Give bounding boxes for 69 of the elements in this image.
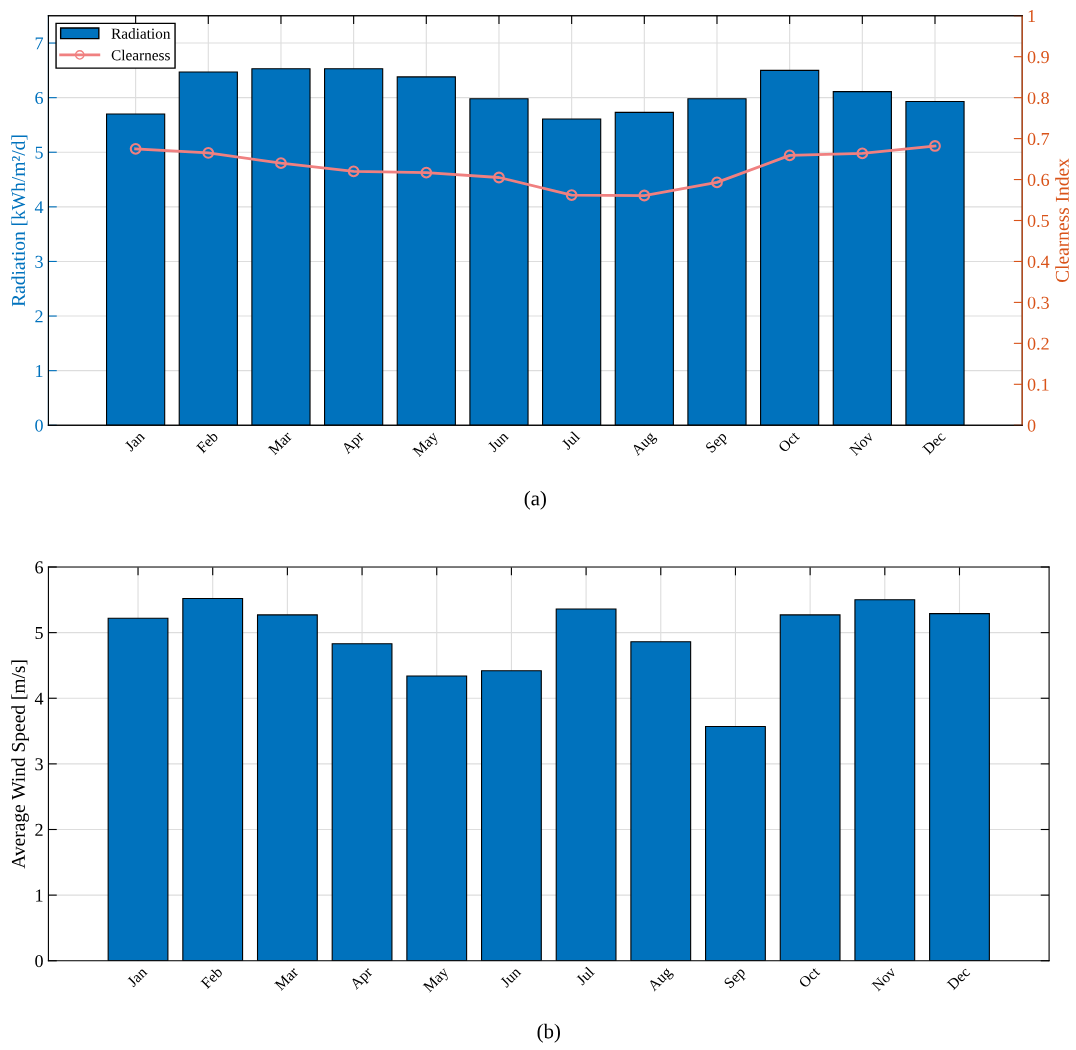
x-tick-label: Nov xyxy=(871,966,897,992)
y-axis-title: Radiation [kWh/m²/d] xyxy=(11,135,28,307)
point xyxy=(347,165,360,178)
y-tick-label: 1 xyxy=(36,889,43,902)
y-tick-label: 1 xyxy=(36,364,43,377)
x-tick-label: Jul xyxy=(560,430,581,451)
x-tick-label: Jul xyxy=(575,965,595,986)
x-tick-label: Dec xyxy=(946,966,971,991)
x-tick-label: May xyxy=(422,966,452,995)
y-tick-label: 7 xyxy=(35,37,44,50)
point xyxy=(929,140,941,152)
point xyxy=(420,166,433,179)
y2-tick-label: 0.8 xyxy=(1027,91,1049,105)
y2-axis-title: Clearness Index xyxy=(1055,158,1069,283)
y2-tick-label: 0.1 xyxy=(1027,378,1049,391)
point xyxy=(129,142,142,155)
x-tick-label: Apr xyxy=(349,966,376,993)
y-tick-label: 5 xyxy=(35,627,43,640)
x-tick-label: Apr xyxy=(340,430,367,457)
x-tick-label: Jun xyxy=(499,966,522,988)
x-tick-label: Sep xyxy=(705,430,730,456)
point xyxy=(783,149,796,162)
y-tick-label: 4 xyxy=(34,201,44,214)
legend-label: Radiation xyxy=(111,28,171,39)
point xyxy=(202,147,215,159)
text: (a) xyxy=(524,490,546,510)
y2-tick-label: 0.4 xyxy=(1027,255,1050,268)
y-tick-label: 6 xyxy=(35,561,44,574)
x-tick-label: Nov xyxy=(848,430,875,457)
x-tick-label: Feb xyxy=(200,966,224,990)
x-tick-label: Aug xyxy=(647,966,675,994)
x-tick-label: Feb xyxy=(195,430,219,454)
y2-tick-label: 0.2 xyxy=(1027,337,1049,350)
x-tick-label: Sep xyxy=(723,966,749,991)
y-axis-title: Average Wind Speed [m/s] xyxy=(11,660,29,869)
point xyxy=(711,176,723,189)
x-tick-label: Jun xyxy=(487,430,510,453)
y2-tick-label: 1 xyxy=(1028,10,1036,23)
point xyxy=(275,157,287,170)
y-tick-label: 2 xyxy=(35,310,43,323)
y-tick-label: 4 xyxy=(34,692,44,705)
point xyxy=(856,147,869,160)
y-tick-label: 5 xyxy=(35,146,43,159)
x-tick-label: Oct xyxy=(798,966,821,989)
y-tick-label: 3 xyxy=(35,255,43,268)
y-tick-label: 2 xyxy=(35,823,43,836)
point xyxy=(565,189,578,202)
y-tick-label: 6 xyxy=(35,91,44,105)
legend-label: Clearness xyxy=(111,49,170,61)
point xyxy=(493,171,505,184)
text: (b) xyxy=(537,1023,560,1043)
y2-tick-label: 0.3 xyxy=(1027,296,1049,309)
x-tick-label: May xyxy=(412,430,442,460)
x-tick-label: Jan xyxy=(126,966,148,988)
x-tick-label: Jan xyxy=(124,430,146,452)
y2-tick-label: 0.5 xyxy=(1027,214,1049,228)
x-tick-label: Aug xyxy=(630,430,659,459)
x-tick-label: Dec xyxy=(922,430,947,455)
x-tick-label: Oct xyxy=(777,430,801,453)
y-tick-label: 3 xyxy=(35,758,43,771)
y2-tick-label: 0 xyxy=(1027,419,1036,432)
point xyxy=(638,189,651,202)
y2-tick-label: 0.7 xyxy=(1027,132,1050,146)
x-tick-label: Mar xyxy=(267,430,293,456)
x-tick-label: Mar xyxy=(274,966,299,991)
y-tick-label: 0 xyxy=(35,419,43,432)
y-tick-label: 0 xyxy=(35,955,43,968)
y2-tick-label: 0.6 xyxy=(1027,173,1050,187)
y2-tick-label: 0.9 xyxy=(1027,50,1049,64)
